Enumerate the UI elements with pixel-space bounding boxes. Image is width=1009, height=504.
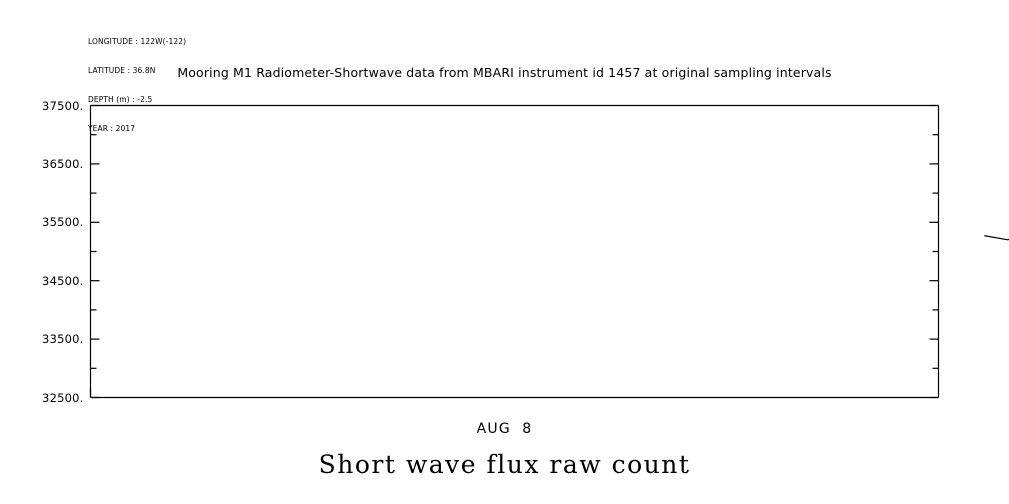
axis-layer (89, 104, 940, 399)
metadata-longitude: LONGITUDE : 122W(-122) (88, 37, 187, 47)
y-axis-tick-label: 34500. (42, 273, 84, 288)
station-metadata-block: LONGITUDE : 122W(-122) LATITUDE : 36.8N … (88, 18, 186, 143)
metadata-latitude: LATITUDE : 36.8N (88, 65, 156, 75)
x-axis-title: AUG 8 (476, 421, 533, 437)
y-axis-tick-label: 37500. (42, 98, 84, 113)
y-axis-tick-label: 32500. (42, 390, 84, 405)
chart-title: Mooring M1 Radiometer-Shortwave data fro… (177, 65, 832, 80)
metadata-year: YEAR : 2017 (88, 123, 136, 133)
y-axis-tick-label: 33500. (42, 332, 84, 347)
data-series-line (984, 235, 1009, 241)
chart-caption: Short wave flux raw count (318, 450, 691, 479)
y-axis-tick-label: 35500. (42, 215, 84, 230)
metadata-depth: DEPTH (m) : -2.5 (88, 94, 153, 104)
y-axis-tick-label: 36500. (42, 156, 84, 171)
